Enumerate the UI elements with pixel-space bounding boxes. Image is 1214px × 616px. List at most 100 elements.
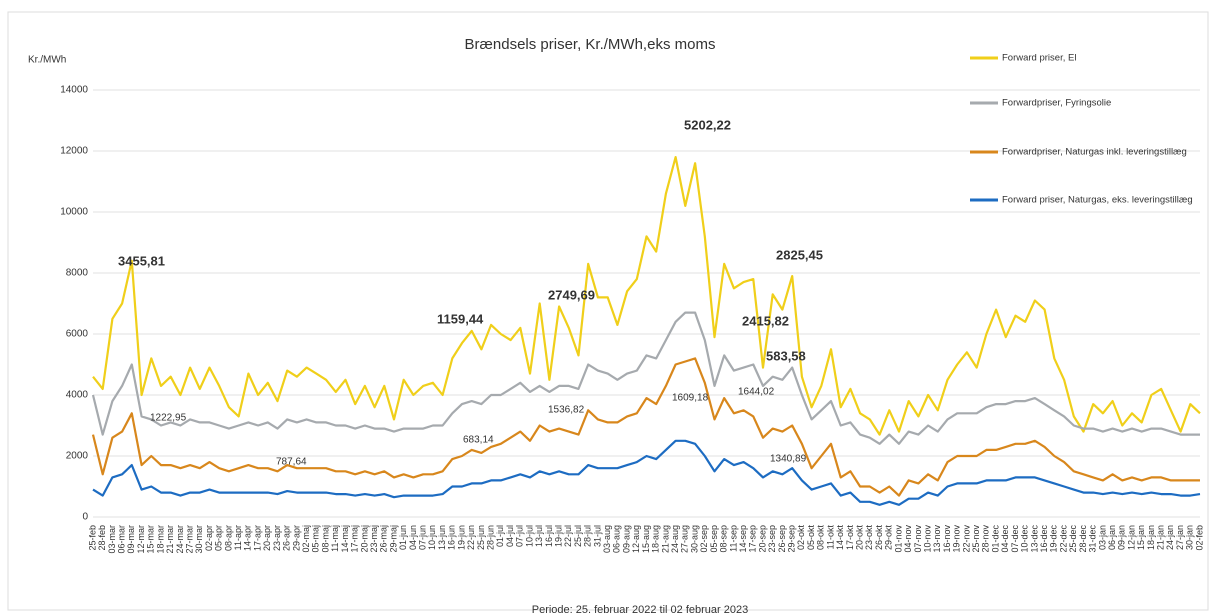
x-tick-label: 02-sep xyxy=(699,525,709,553)
x-tick-label: 05-sep xyxy=(709,525,719,553)
x-tick-label: 13-jul xyxy=(534,525,544,547)
x-tick-label: 20-okt xyxy=(855,525,865,551)
x-tick-label: 13-nov xyxy=(932,525,942,553)
x-tick-label: 26-apr xyxy=(282,525,292,551)
x-tick-label: 24-mar xyxy=(175,525,185,554)
x-tick-label: 07-jul xyxy=(515,525,525,547)
x-tick-label: 02-maj xyxy=(301,525,311,553)
x-tick-label: 07-dec xyxy=(1010,525,1020,553)
legend-label: Forward priser, Naturgas, eks. leverings… xyxy=(1002,195,1193,206)
annotation: 5202,22 xyxy=(684,117,731,132)
x-tick-label: 03-jan xyxy=(1097,525,1107,550)
x-tick-label: 01-nov xyxy=(893,525,903,553)
x-tick-label: 22-dec xyxy=(1058,525,1068,553)
x-tick-label: 16-jun xyxy=(447,525,457,550)
x-tick-label: 10-jul xyxy=(524,525,534,547)
x-tick-label: 29-okt xyxy=(884,525,894,551)
x-tick-label: 10-nov xyxy=(922,525,932,553)
annotation: 683,14 xyxy=(463,435,494,446)
annotation: 1609,18 xyxy=(672,393,709,404)
x-tick-label: 04-dec xyxy=(1000,525,1010,553)
x-tick-label: 01-jul xyxy=(495,525,505,547)
series-line xyxy=(92,156,1201,436)
x-tick-label: 09-jan xyxy=(1117,525,1127,550)
legend-label: Forward priser, El xyxy=(1002,53,1076,64)
x-tick-label: 20-apr xyxy=(262,525,272,551)
x-tick-label: 03-aug xyxy=(602,525,612,553)
x-tick-label: 09-mar xyxy=(126,525,136,554)
annotation: 583,58 xyxy=(766,348,806,363)
x-tick-label: 30-aug xyxy=(689,525,699,553)
x-tick-label: 15-mar xyxy=(146,525,156,554)
x-tick-label: 06-mar xyxy=(117,525,127,554)
annotation: 1340,89 xyxy=(770,454,807,465)
x-tick-label: 31-dec xyxy=(1088,525,1098,553)
x-tick-label: 01-dec xyxy=(990,525,1000,553)
x-tick-label: 18-mar xyxy=(155,525,165,554)
legend-label: Forwardpriser, Fyringsolie xyxy=(1002,98,1111,109)
x-tick-label: 10-dec xyxy=(1020,525,1030,553)
x-tick-label: 09-aug xyxy=(621,525,631,553)
x-tick-label: 11-apr xyxy=(233,525,243,550)
x-tick-label: 20-sep xyxy=(757,525,767,553)
annotation: 2415,82 xyxy=(742,313,789,328)
x-tick-label: 06-jan xyxy=(1107,525,1117,550)
x-tick-label: 27-mar xyxy=(184,525,194,554)
y-tick-label: 8000 xyxy=(66,268,89,279)
x-tick-label: 23-sep xyxy=(767,525,777,553)
x-tick-label: 23-okt xyxy=(864,525,874,551)
x-tick-label: 17-maj xyxy=(350,525,360,553)
chart-frame xyxy=(7,11,1209,611)
y-tick-label: 6000 xyxy=(66,329,89,340)
x-tick-label: 28-feb xyxy=(97,525,107,551)
x-tick-label: 29-maj xyxy=(388,525,398,553)
y-tick-label: 2000 xyxy=(66,451,89,462)
legend-label: Forwardpriser, Naturgas inkl. leveringst… xyxy=(1002,147,1187,158)
annotation: 3455,81 xyxy=(118,253,165,268)
y-tick-label: 10000 xyxy=(60,207,88,218)
x-tick-label: 14-okt xyxy=(835,525,845,551)
x-tick-label: 26-sep xyxy=(777,525,787,553)
annotation: 2749,69 xyxy=(548,287,595,302)
x-tick-label: 25-dec xyxy=(1068,525,1078,553)
x-tick-label: 08-okt xyxy=(816,525,826,551)
x-tick-label: 01-jun xyxy=(398,525,408,550)
x-tick-label: 12-mar xyxy=(136,525,146,554)
x-tick-label: 21-aug xyxy=(660,525,670,553)
x-tick-label: 25-feb xyxy=(87,525,97,551)
x-tick-label: 22-nov xyxy=(961,525,971,553)
x-tick-label: 18-aug xyxy=(651,525,661,553)
x-tick-label: 04-nov xyxy=(903,525,913,553)
x-tick-label: 14-sep xyxy=(738,525,748,553)
x-tick-label: 07-jun xyxy=(418,525,428,550)
x-tick-label: 22-jul xyxy=(563,525,573,547)
x-tick-label: 17-sep xyxy=(748,525,758,553)
x-tick-label: 08-maj xyxy=(320,525,330,553)
x-tick-label: 25-jul xyxy=(573,525,583,547)
x-tick-label: 23-maj xyxy=(369,525,379,553)
x-tick-label: 13-jun xyxy=(437,525,447,550)
x-tick-label: 17-apr xyxy=(252,525,262,551)
x-tick-label: 16-nov xyxy=(942,525,952,553)
x-tick-label: 05-apr xyxy=(214,525,224,551)
x-tick-label: 12-jan xyxy=(1126,525,1136,550)
x-tick-label: 07-nov xyxy=(913,525,923,553)
x-tick-label: 23-apr xyxy=(272,525,282,551)
x-tick-label: 02-feb xyxy=(1194,525,1204,551)
x-tick-label: 21-jan xyxy=(1156,525,1166,550)
x-tick-label: 14-apr xyxy=(243,525,253,551)
x-axis-label: Periode: 25. februar 2022 til 02 februar… xyxy=(532,604,748,616)
x-tick-label: 19-nov xyxy=(952,525,962,553)
y-tick-label: 0 xyxy=(82,512,88,523)
x-tick-label: 17-okt xyxy=(845,525,855,551)
x-tick-label: 26-maj xyxy=(379,525,389,553)
annotation: 1536,82 xyxy=(548,405,585,416)
series-line xyxy=(92,439,1201,506)
y-tick-label: 14000 xyxy=(60,85,88,96)
x-tick-label: 06-aug xyxy=(612,525,622,553)
x-tick-label: 19-jun xyxy=(456,525,466,550)
x-tick-label: 04-jun xyxy=(408,525,418,550)
annotation: 1159,44 xyxy=(437,311,484,326)
x-tick-label: 11-sep xyxy=(728,525,738,552)
